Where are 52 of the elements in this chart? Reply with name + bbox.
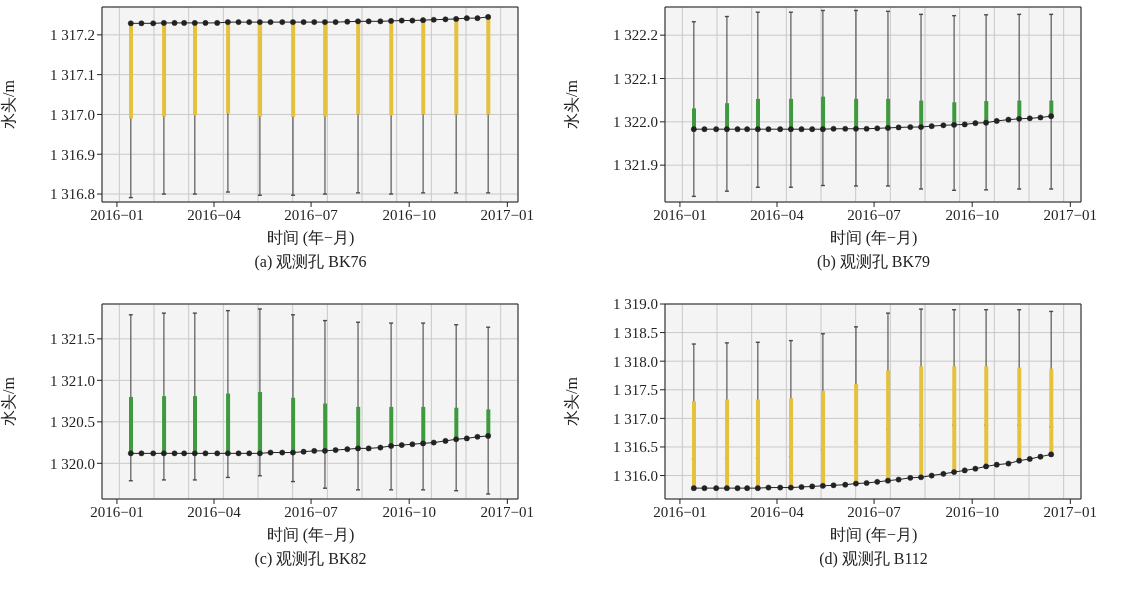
x-tick-label: 2017−01 [480, 206, 535, 223]
y-tick-label: 1 316.5 [613, 438, 658, 455]
x-tick-label: 2017−01 [480, 503, 535, 520]
y-tick-label: 1 322.1 [613, 70, 658, 87]
x-tick-label: 2016−07 [284, 206, 339, 223]
text: (c) 观测孔 BK82 [253, 548, 368, 570]
x-axis-title: 时间 (年−月) [828, 524, 919, 546]
x-tick-label: 2016−01 [90, 503, 144, 520]
y-tick-label: 1 318.0 [613, 353, 658, 370]
y-axis-title: 水头/m [562, 376, 580, 426]
y-tick-label: 1 318.5 [613, 324, 658, 341]
y-tick-label: 1 319.0 [613, 295, 658, 312]
x-tick-label: 2016−04 [750, 503, 805, 520]
y-tick-label: 1 322.2 [613, 27, 658, 44]
x-axis-title: 时间 (年−月) [265, 228, 356, 249]
x-tick-label: 2016−01 [653, 503, 707, 520]
x-tick-label: 2017−01 [1043, 503, 1098, 520]
y-tick-label: 1 322.0 [613, 114, 658, 131]
y-tick-label: 1 321.5 [50, 330, 95, 347]
x-tick-label: 2016−10 [382, 206, 436, 223]
x-tick-label: 2016−10 [945, 503, 999, 520]
x-axis-title: 时间 (年−月) [828, 228, 919, 249]
x-tick-label: 2016−01 [653, 206, 707, 223]
y-axis-title: 水头/m [0, 79, 17, 129]
y-tick-label: 1 317.5 [613, 381, 658, 398]
x-tick-label: 2016−10 [382, 503, 436, 520]
y-tick-label: 1 316.8 [50, 186, 95, 203]
y-axis-title: 水头/m [562, 79, 580, 129]
y-tick-label: 1 321.9 [613, 157, 658, 174]
x-tick-label: 2016−07 [847, 206, 902, 223]
x-tick-label: 2017−01 [1043, 206, 1098, 223]
x-axis-title: 时间 (年−月) [265, 524, 356, 546]
y-tick-label: 1 317.0 [613, 410, 658, 427]
y-tick-label: 1 320.0 [50, 455, 95, 472]
x-tick-label: 2016−04 [750, 206, 805, 223]
text: (b) 观测孔 BK79 [816, 252, 931, 273]
y-tick-label: 1 321.0 [50, 372, 95, 389]
y-tick-label: 1 316.9 [50, 146, 95, 163]
text: (a) 观测孔 BK76 [253, 252, 368, 273]
x-tick-label: 2016−07 [847, 503, 902, 520]
y-tick-label: 1 317.0 [50, 106, 95, 123]
x-tick-label: 2016−07 [284, 503, 339, 520]
x-tick-label: 2016−10 [945, 206, 999, 223]
x-tick-label: 2016−04 [187, 503, 242, 520]
x-tick-label: 2016−04 [187, 206, 242, 223]
text: (d) 观测孔 B112 [818, 548, 929, 570]
x-tick-label: 2016−01 [90, 206, 144, 223]
y-axis-title: 水头/m [0, 376, 17, 426]
y-tick-label: 1 317.2 [50, 27, 95, 44]
y-tick-label: 1 316.0 [613, 467, 658, 484]
y-tick-label: 1 317.1 [50, 66, 95, 83]
y-tick-label: 1 320.5 [50, 413, 95, 430]
